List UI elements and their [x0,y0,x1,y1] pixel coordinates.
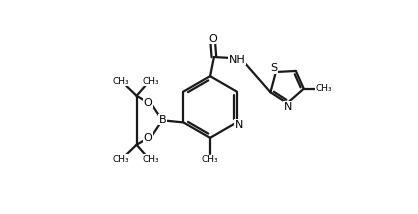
Text: CH₃: CH₃ [202,155,218,164]
Text: N: N [284,102,292,112]
Text: CH₃: CH₃ [142,77,159,86]
Text: CH₃: CH₃ [112,155,129,164]
Text: S: S [270,63,277,73]
Text: NH: NH [229,55,245,65]
Text: O: O [208,34,217,43]
Text: CH₃: CH₃ [142,155,159,164]
Text: O: O [144,98,153,108]
Text: CH₃: CH₃ [112,77,129,86]
Text: O: O [144,133,153,143]
Text: N: N [234,120,243,129]
Text: B: B [159,115,166,125]
Text: CH₃: CH₃ [316,84,332,93]
